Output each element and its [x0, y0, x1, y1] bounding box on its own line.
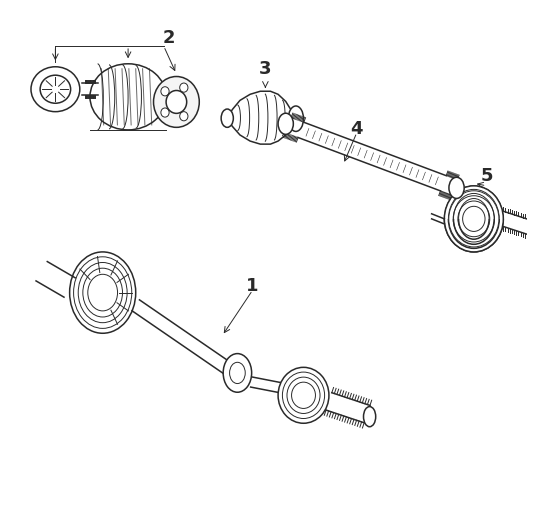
Ellipse shape: [40, 75, 70, 103]
Ellipse shape: [462, 206, 485, 231]
Ellipse shape: [90, 64, 166, 130]
Ellipse shape: [31, 67, 80, 112]
Ellipse shape: [153, 77, 199, 127]
Ellipse shape: [180, 83, 188, 92]
Ellipse shape: [223, 354, 252, 392]
Ellipse shape: [74, 257, 132, 328]
Ellipse shape: [453, 196, 495, 242]
Text: 2: 2: [163, 29, 175, 47]
Ellipse shape: [161, 87, 169, 96]
Ellipse shape: [70, 252, 136, 333]
Ellipse shape: [278, 113, 293, 134]
Ellipse shape: [180, 112, 188, 121]
Polygon shape: [298, 122, 446, 191]
Ellipse shape: [292, 382, 316, 409]
Ellipse shape: [287, 377, 320, 413]
Ellipse shape: [161, 108, 169, 117]
Text: 5: 5: [480, 167, 493, 185]
Ellipse shape: [282, 372, 325, 418]
Ellipse shape: [288, 106, 304, 132]
Text: 4: 4: [351, 120, 363, 138]
Text: 3: 3: [259, 60, 271, 78]
Ellipse shape: [278, 368, 329, 423]
Ellipse shape: [83, 268, 122, 317]
Ellipse shape: [449, 191, 499, 247]
Ellipse shape: [449, 177, 464, 198]
Text: 1: 1: [246, 277, 259, 295]
Ellipse shape: [78, 263, 127, 323]
Ellipse shape: [458, 201, 490, 237]
Ellipse shape: [364, 407, 376, 427]
Ellipse shape: [166, 90, 187, 114]
Ellipse shape: [444, 186, 503, 252]
Ellipse shape: [88, 274, 117, 311]
Ellipse shape: [221, 109, 233, 127]
Ellipse shape: [229, 362, 245, 383]
